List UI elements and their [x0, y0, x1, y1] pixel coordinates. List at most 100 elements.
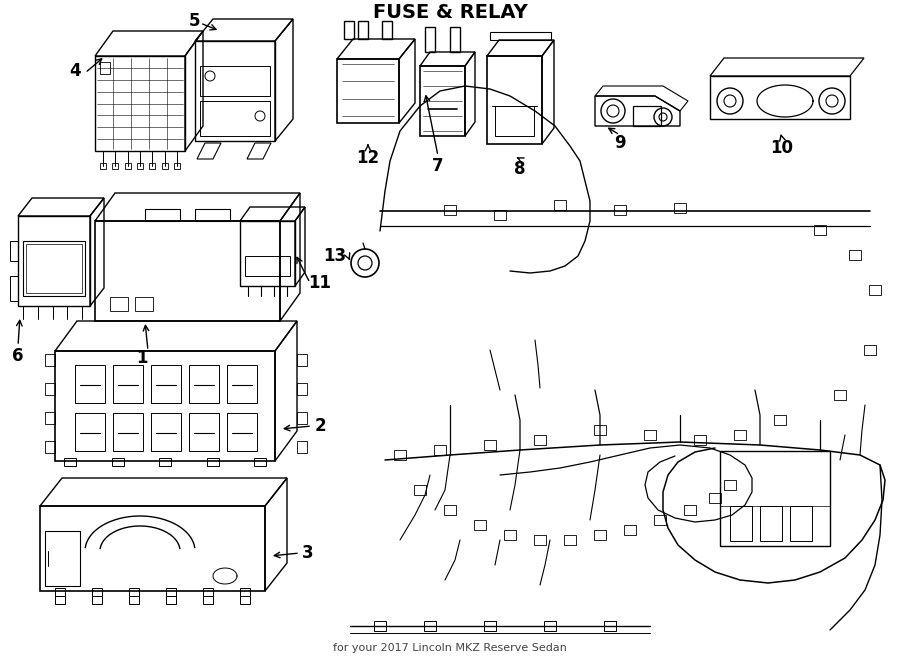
Bar	[195, 209, 230, 221]
Bar	[554, 200, 566, 210]
Bar	[64, 458, 76, 466]
Bar	[490, 32, 551, 40]
Bar	[484, 440, 496, 450]
Bar	[674, 203, 686, 213]
Bar	[474, 520, 486, 530]
Bar	[45, 383, 55, 395]
Bar	[75, 413, 105, 451]
Bar	[129, 588, 139, 596]
Bar	[100, 163, 106, 169]
Bar	[203, 596, 213, 604]
Text: 4: 4	[69, 62, 81, 80]
Bar	[394, 450, 406, 460]
Bar	[135, 297, 153, 311]
Bar	[240, 596, 250, 604]
Bar	[110, 297, 128, 311]
Bar	[684, 505, 696, 515]
Bar	[145, 209, 180, 221]
Bar	[504, 530, 516, 540]
Bar	[166, 588, 176, 596]
Bar	[484, 621, 496, 631]
Bar	[654, 515, 666, 525]
Bar	[125, 163, 130, 169]
Bar	[75, 365, 105, 403]
Bar	[55, 588, 65, 596]
Bar	[129, 596, 139, 604]
Bar	[864, 345, 876, 355]
Bar	[434, 445, 446, 455]
Bar	[26, 244, 82, 293]
Bar	[159, 458, 171, 466]
Bar	[112, 163, 118, 169]
Bar	[45, 412, 55, 424]
Text: 2: 2	[314, 417, 326, 435]
Bar	[774, 415, 786, 425]
Bar	[444, 205, 456, 215]
Bar	[189, 413, 219, 451]
Bar	[720, 451, 830, 546]
Bar	[594, 530, 606, 540]
Text: 6: 6	[13, 347, 23, 365]
Bar	[790, 506, 812, 541]
Bar	[382, 21, 392, 39]
Text: 12: 12	[356, 149, 380, 167]
Text: 8: 8	[514, 160, 526, 178]
Bar	[23, 241, 85, 296]
Bar	[206, 458, 219, 466]
Bar	[240, 588, 250, 596]
Bar	[162, 163, 167, 169]
Bar	[174, 163, 180, 169]
Bar	[358, 21, 368, 39]
Bar	[297, 383, 307, 395]
Bar	[450, 27, 460, 52]
Text: 13: 13	[323, 247, 346, 265]
Bar	[494, 210, 506, 220]
Bar	[10, 276, 18, 301]
Bar	[113, 413, 143, 451]
Bar	[92, 588, 102, 596]
Bar	[45, 354, 55, 366]
Bar	[203, 588, 213, 596]
Bar	[45, 531, 80, 586]
Text: 7: 7	[432, 157, 444, 175]
Bar	[10, 241, 18, 261]
Bar	[92, 596, 102, 604]
Bar	[112, 458, 123, 466]
Bar	[633, 106, 661, 126]
Bar	[245, 256, 290, 276]
Text: 5: 5	[189, 12, 201, 30]
Bar	[869, 285, 881, 295]
Bar	[55, 596, 65, 604]
Bar	[534, 435, 546, 445]
Bar	[724, 480, 736, 490]
Bar	[137, 163, 143, 169]
Bar	[113, 365, 143, 403]
Bar	[227, 365, 257, 403]
Bar	[534, 535, 546, 545]
Bar	[95, 221, 280, 321]
Bar	[149, 163, 156, 169]
Bar	[604, 621, 616, 631]
Bar	[594, 425, 606, 435]
Bar	[444, 505, 456, 515]
Bar	[151, 413, 181, 451]
Bar	[814, 225, 826, 235]
Bar	[544, 621, 556, 631]
Bar	[495, 106, 534, 136]
Bar	[100, 62, 110, 74]
Text: 9: 9	[614, 134, 626, 152]
Bar	[834, 390, 846, 400]
Bar	[227, 413, 257, 451]
Text: 3: 3	[302, 544, 314, 562]
Bar	[297, 354, 307, 366]
Bar	[730, 506, 752, 541]
Bar	[166, 596, 176, 604]
Bar	[200, 101, 270, 136]
Text: for your 2017 Lincoln MKZ Reserve Sedan: for your 2017 Lincoln MKZ Reserve Sedan	[333, 643, 567, 653]
Bar	[760, 506, 782, 541]
Bar	[624, 525, 636, 535]
Bar	[734, 430, 746, 440]
Bar	[240, 221, 295, 286]
Bar	[45, 441, 55, 453]
Bar	[709, 493, 721, 503]
